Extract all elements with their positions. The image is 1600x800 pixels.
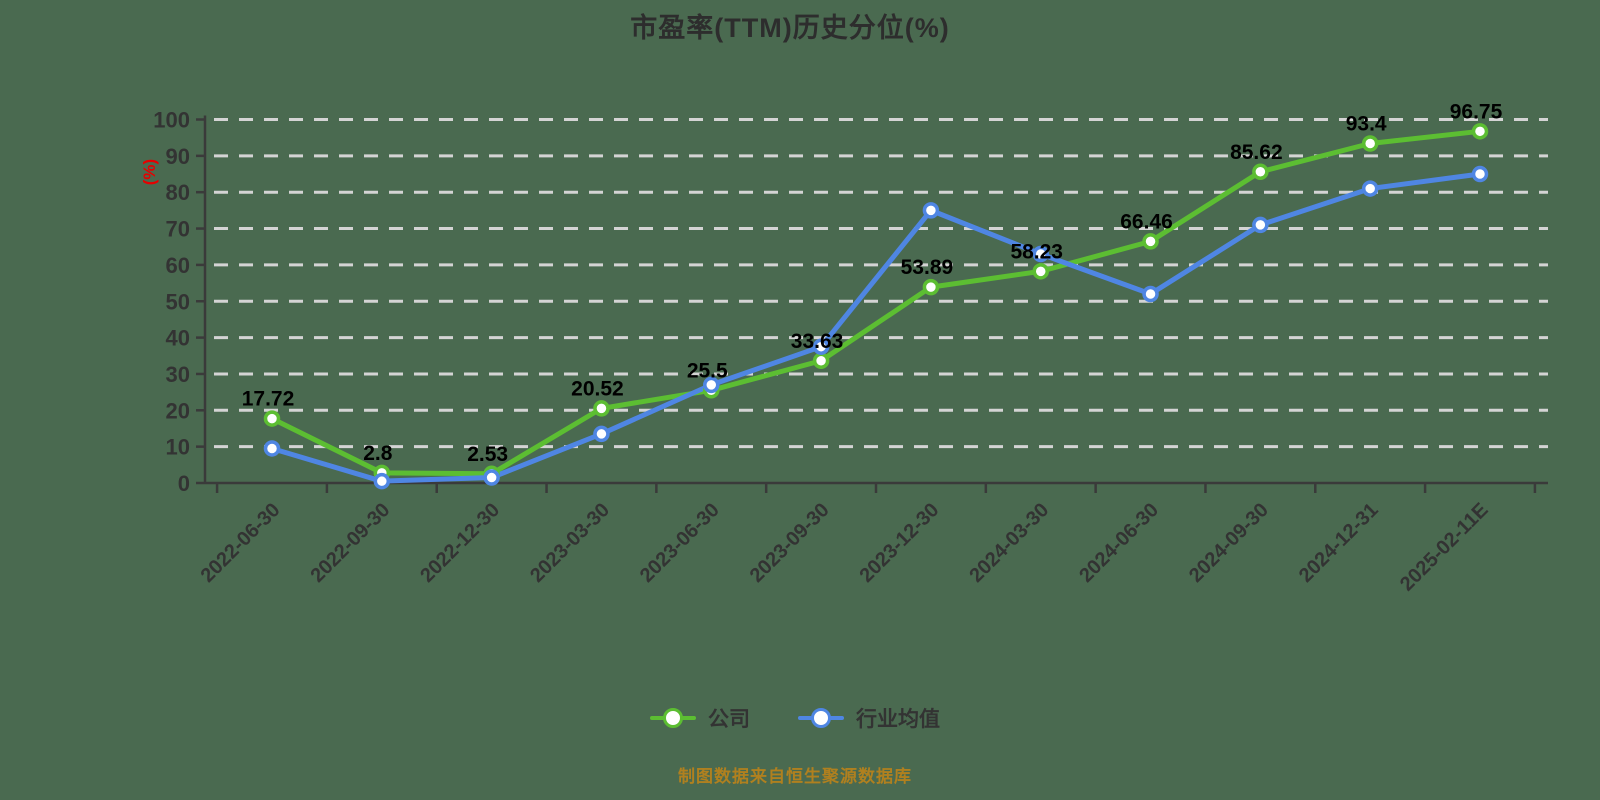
y-tick-label: 50 (166, 289, 190, 314)
point-value-label: 53.89 (901, 256, 954, 279)
point-value-label: 17.72 (242, 388, 295, 411)
y-axis-unit-label: (%) (140, 159, 159, 185)
y-tick-label: 90 (166, 144, 190, 169)
x-tick-label: 2024-12-31 (1295, 499, 1383, 587)
y-tick-label: 80 (166, 180, 190, 205)
company-data-point[interactable] (1471, 123, 1489, 140)
legend-item-industry-average[interactable]: 行业均值 (798, 703, 940, 733)
industry-data-point[interactable] (1142, 285, 1159, 303)
y-tick-label: 70 (166, 217, 190, 242)
legend-item-company[interactable]: 公司 (650, 703, 750, 733)
company-data-point[interactable] (593, 400, 610, 417)
point-value-label: 85.62 (1230, 141, 1283, 164)
industry-data-point[interactable] (263, 440, 281, 457)
x-tick-label: 2023-09-30 (746, 499, 834, 587)
company-data-point[interactable] (812, 352, 830, 370)
company-data-point[interactable] (1361, 135, 1379, 152)
x-tick-label: 2023-03-30 (526, 499, 614, 587)
company-data-point[interactable] (1142, 233, 1159, 250)
point-value-label: 20.52 (571, 377, 624, 400)
y-tick-label: 60 (166, 253, 190, 278)
industry-data-point[interactable] (1032, 245, 1049, 263)
company-data-point[interactable] (1032, 263, 1049, 280)
company-data-point[interactable] (922, 278, 940, 296)
x-tick-label: 2022-12-30 (416, 499, 504, 587)
industry-data-point[interactable] (922, 202, 940, 219)
point-value-label: 25.5 (687, 359, 728, 382)
y-tick-label: 0 (178, 471, 190, 496)
industry-data-point[interactable] (593, 425, 610, 443)
point-value-label: 96.75 (1450, 100, 1503, 123)
industry-data-point[interactable] (1361, 180, 1379, 197)
point-value-label: 33.63 (791, 330, 844, 353)
legend-label: 公司 (708, 708, 750, 731)
y-tick-label: 30 (166, 362, 190, 387)
industry-data-point[interactable] (373, 472, 391, 490)
company-line (269, 128, 1483, 477)
point-value-label: 58.23 (1010, 240, 1063, 263)
point-value-label: 2.53 (467, 443, 508, 466)
x-tick-label: 2023-06-30 (636, 499, 724, 587)
x-tick-label: 2025-02-11E (1396, 499, 1493, 596)
point-value-label: 66.46 (1120, 210, 1173, 233)
chart-legend: 公司 行业均值 (0, 703, 1590, 733)
y-tick-label: 100 (153, 108, 190, 133)
x-tick-label: 2022-09-30 (306, 499, 394, 587)
y-tick-label: 10 (166, 435, 190, 460)
x-tick-label: 2024-06-30 (1075, 499, 1163, 587)
data-source-note: 制图数据来自恒生聚源数据库 (678, 767, 912, 786)
point-value-label: 2.8 (363, 442, 393, 465)
industry-data-point[interactable] (812, 338, 830, 355)
x-tick-label: 2024-09-30 (1185, 499, 1273, 587)
industry-data-point[interactable] (1252, 216, 1269, 234)
y-tick-label: 20 (166, 398, 190, 423)
company-data-point[interactable] (1252, 163, 1269, 181)
company-data-point[interactable] (263, 410, 281, 427)
legend-label: 行业均值 (856, 708, 940, 731)
industry-average-line (269, 171, 1483, 484)
company-legend-marker-icon (650, 707, 696, 729)
industry-data-point[interactable] (703, 376, 720, 394)
x-tick-label: 2024-03-30 (965, 499, 1053, 587)
point-value-label: 93.4 (1346, 112, 1387, 135)
x-tick-label: 2023-12-30 (856, 499, 944, 587)
x-tick-label: 2022-06-30 (197, 499, 285, 587)
chart-title: 市盈率(TTM)历史分位(%) (630, 13, 950, 43)
industry-data-point[interactable] (1471, 165, 1489, 183)
industry-data-point[interactable] (483, 469, 500, 486)
industry-legend-marker-icon (798, 707, 844, 729)
y-tick-label: 40 (166, 326, 190, 351)
